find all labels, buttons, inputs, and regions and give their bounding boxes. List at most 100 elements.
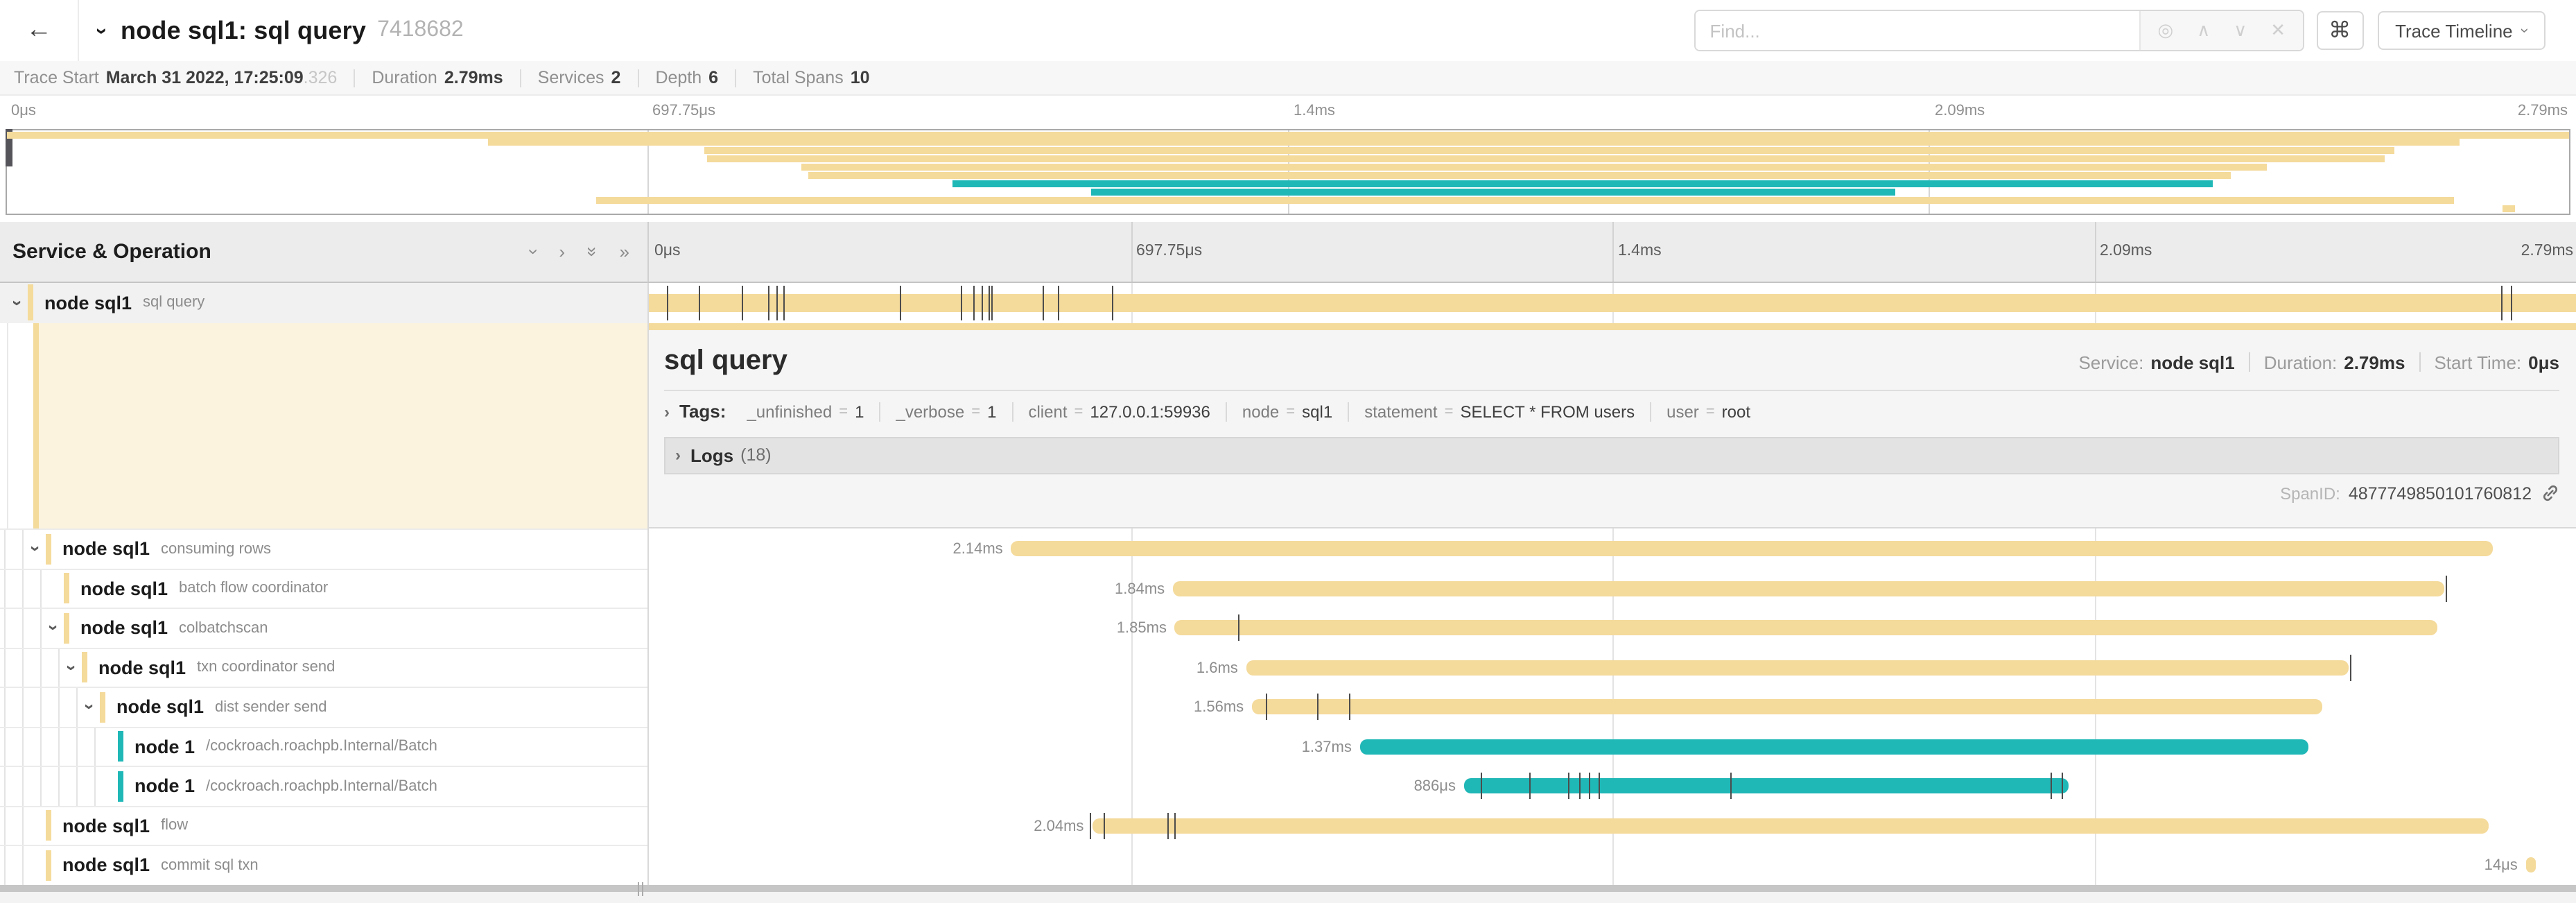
span-bar[interactable] xyxy=(649,294,2576,312)
span-operation-name: /cockroach.roachpb.Internal/Batch xyxy=(206,738,437,755)
timeline-span-row[interactable]: 1.85ms xyxy=(649,608,2576,647)
depth-value: 6 xyxy=(708,68,719,87)
timeline-span-row[interactable]: 2.14ms xyxy=(649,528,2576,568)
span-service-name: node 1 xyxy=(134,736,195,757)
span-collapse-chevron-icon[interactable]: › xyxy=(44,625,64,631)
span-tree-row[interactable]: node 1/cockroach.roachpb.Internal/Batch xyxy=(0,726,647,766)
span-collapse-chevron-icon[interactable]: › xyxy=(80,704,101,710)
service-operation-title: Service & Operation xyxy=(12,240,211,264)
logs-label: Logs xyxy=(690,445,734,465)
tag-value: SELECT * FROM users xyxy=(1460,402,1635,421)
spanid-row: SpanID: 4877749850101760812 xyxy=(649,474,2576,510)
command-icon: ⌘ xyxy=(2329,19,2351,43)
span-collapse-chevron-icon[interactable]: › xyxy=(26,546,46,552)
log-marker-tick xyxy=(2446,575,2448,601)
total-spans-value: 10 xyxy=(850,68,870,87)
tag-value: 1 xyxy=(987,402,997,421)
timeline-span-row[interactable]: 14μs xyxy=(649,845,2576,884)
horizontal-scrollbar[interactable] xyxy=(0,885,2576,892)
tick-label: 2.79ms xyxy=(2521,243,2573,259)
log-marker-tick xyxy=(981,286,983,320)
minimap-canvas[interactable] xyxy=(6,129,2570,215)
timeline-span-row[interactable] xyxy=(649,283,2576,322)
next-result-icon[interactable]: ∨ xyxy=(2234,19,2247,40)
span-duration-label: 14μs xyxy=(2484,857,2518,874)
find-controls: ◎ ∧ ∨ ✕ xyxy=(2139,11,2303,50)
logs-count: (18) xyxy=(740,445,772,465)
span-tree-row[interactable]: node sql1 batch flow coordinator xyxy=(0,568,647,608)
log-marker-tick xyxy=(1730,773,1732,799)
minimap-span-bar xyxy=(1090,189,1895,196)
span-tree-row[interactable]: › node sql1 consuming rows xyxy=(0,528,647,568)
span-color-bar xyxy=(64,612,69,644)
view-selector-button[interactable]: Trace Timeline › xyxy=(2377,11,2545,50)
log-marker-tick xyxy=(776,286,778,320)
span-collapse-chevron-icon[interactable]: › xyxy=(8,300,28,306)
logs-row[interactable]: › Logs (18) xyxy=(664,436,2559,474)
collapse-header-chevron-icon[interactable]: › xyxy=(90,27,114,34)
span-detail-header: sql query Service: node sql1 Duration: 2.7… xyxy=(649,329,2576,377)
span-start-label: Start Time: xyxy=(2434,352,2522,372)
span-bar[interactable] xyxy=(1173,580,2445,596)
minimap-scrubber-handle[interactable] xyxy=(6,129,12,166)
span-bar[interactable] xyxy=(2525,857,2536,872)
tag-item: node = sql1 xyxy=(1225,402,1348,421)
back-button[interactable]: ← xyxy=(0,0,79,61)
timeline-span-row[interactable]: 886μs xyxy=(649,766,2576,805)
span-tree-row[interactable]: › node sql1 colbatchscan xyxy=(0,608,647,647)
find-input[interactable] xyxy=(1696,11,2140,50)
tag-value: 1 xyxy=(855,402,864,421)
expand-one-icon[interactable]: › xyxy=(559,241,566,262)
span-tree-row[interactable]: › node sql1 dist sender send xyxy=(0,687,647,726)
span-tree-row[interactable]: node sql1 commit sql txn xyxy=(0,845,647,884)
span-bar[interactable] xyxy=(1463,778,2069,793)
timeline-span-row[interactable]: 2.04ms xyxy=(649,805,2576,845)
panel-divider[interactable] xyxy=(647,283,649,885)
find-group: ◎ ∧ ∨ ✕ xyxy=(1694,10,2304,51)
trace-start-fraction: .326 xyxy=(303,68,338,87)
timeline-span-row[interactable]: 1.84ms xyxy=(649,568,2576,608)
span-duration-label: 1.84ms xyxy=(1115,580,1165,597)
log-marker-tick xyxy=(1238,614,1240,641)
clear-search-icon[interactable]: ✕ xyxy=(2270,19,2286,40)
prev-result-icon[interactable]: ∧ xyxy=(2197,19,2211,40)
span-operation-name: dist sender send xyxy=(215,698,327,716)
span-bar[interactable] xyxy=(1011,541,2494,556)
tag-equals: = xyxy=(1286,403,1296,420)
collapse-all-icon[interactable]: » xyxy=(582,246,603,257)
keyboard-shortcuts-button[interactable]: ⌘ xyxy=(2316,11,2364,50)
tick-label: 1.4ms xyxy=(1618,243,1662,259)
minimap-span-bar xyxy=(704,147,2395,155)
span-tree-row[interactable]: node 1/cockroach.roachpb.Internal/Batch xyxy=(0,766,647,805)
span-bar[interactable] xyxy=(1359,739,2308,754)
span-bar[interactable] xyxy=(1246,660,2349,675)
span-bar[interactable] xyxy=(1174,620,2437,635)
span-tree-row[interactable]: › node sql1 sql query xyxy=(0,283,647,322)
tag-key: _verbose xyxy=(896,402,965,421)
trace-timeline-body: 2.14ms 1.84ms 1.85ms 1.6ms 1.56ms 1.37ms 886μs… xyxy=(0,283,2576,903)
timeline-span-row[interactable]: 1.6ms xyxy=(649,647,2576,687)
span-bar[interactable] xyxy=(1092,818,2489,833)
tags-expand-chevron-icon[interactable]: › xyxy=(664,402,670,421)
logs-expand-chevron-icon[interactable]: › xyxy=(675,445,681,465)
span-operation-name: consuming rows xyxy=(161,540,271,558)
span-tree-row[interactable]: node sql1 flow xyxy=(0,805,647,845)
column-resizer-grip[interactable] xyxy=(638,882,643,896)
deep-link-icon[interactable] xyxy=(2541,484,2559,502)
span-service-name: node sql1 xyxy=(44,292,132,313)
span-collapse-chevron-icon[interactable]: › xyxy=(62,664,82,671)
tag-equals: = xyxy=(1074,403,1084,420)
timeline-span-row[interactable]: 1.37ms xyxy=(649,726,2576,766)
tag-equals: = xyxy=(1444,403,1454,420)
tick-label: 2.09ms xyxy=(2100,243,2152,259)
locate-icon[interactable]: ◎ xyxy=(2157,19,2174,40)
services-value: 2 xyxy=(611,68,621,87)
span-tree-row[interactable]: › node sql1 txn coordinator send xyxy=(0,647,647,687)
span-bar[interactable] xyxy=(1252,699,2322,714)
collapse-one-icon[interactable]: › xyxy=(523,248,545,255)
trace-title: node sql1: sql query xyxy=(121,16,367,44)
expand-all-icon[interactable]: » xyxy=(619,241,629,262)
timeline-span-row[interactable]: 1.56ms xyxy=(649,687,2576,726)
tags-row[interactable]: › Tags: _unfinished = 1 _verbose = 1 client = 12… xyxy=(664,393,2559,429)
log-marker-tick xyxy=(1599,773,1601,799)
